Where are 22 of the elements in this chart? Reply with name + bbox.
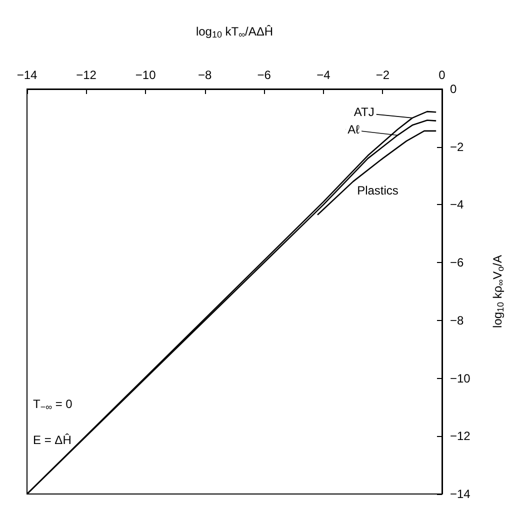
y-tick-label: −12: [450, 429, 471, 444]
y-tick-label: 0: [450, 82, 457, 96]
x-tick-label: −4: [316, 68, 331, 82]
annotation: T−∞ = 0: [33, 397, 73, 412]
x-tick-label: −12: [76, 68, 97, 82]
y-tick-label: −6: [450, 256, 464, 270]
series-label: Aℓ: [348, 122, 360, 136]
x-tick-label: −6: [257, 68, 272, 82]
series-label: ATJ: [354, 104, 374, 119]
x-tick-label: 0: [438, 68, 446, 82]
x-tick-label: −10: [135, 68, 156, 82]
y-tick-label: −2: [450, 140, 464, 154]
y-tick-label: −10: [450, 371, 471, 386]
y-tick-label: −8: [450, 313, 464, 328]
annotation: E = ΔĤ: [33, 433, 72, 447]
x-tick-label: −14: [16, 68, 38, 82]
y-tick-label: −14: [450, 487, 471, 501]
series-label: Plastics: [357, 184, 398, 198]
y-axis-title: log10 kρ∞Vo/A: [490, 255, 506, 328]
x-tick-label: −8: [198, 68, 212, 82]
x-tick-label: −2: [376, 68, 390, 82]
y-tick-label: −4: [450, 198, 464, 212]
